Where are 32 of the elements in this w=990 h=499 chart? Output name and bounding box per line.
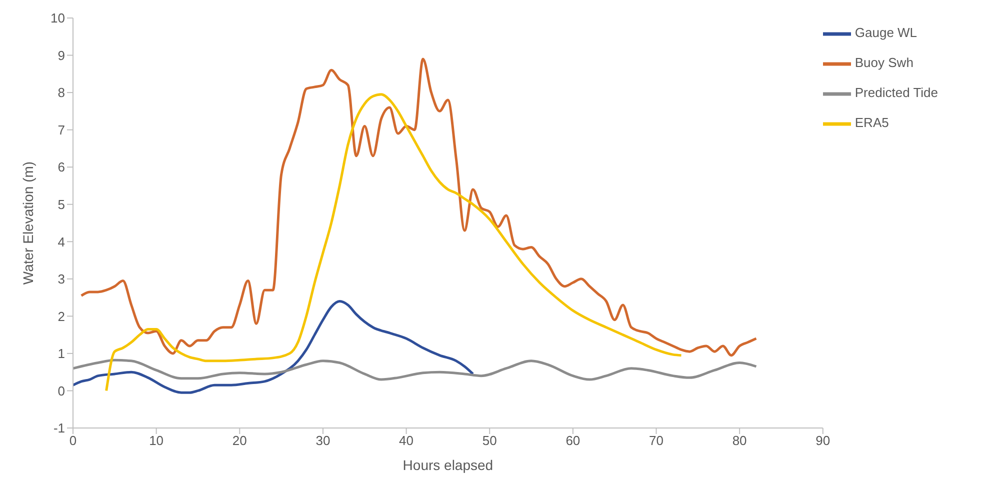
legend-label: Buoy Swh [854,55,914,70]
x-tick-label: 50 [482,433,497,448]
line-series [105,93,682,392]
legend-label: Predicted Tide [854,85,938,100]
y-tick-label: -1 [53,420,65,436]
y-tick-label: 9 [58,48,65,63]
x-tick-label: 70 [649,433,664,448]
y-tick-label: 4 [58,234,65,250]
line-series [73,358,758,381]
x-tick-label: 60 [566,433,580,448]
y-tick-label: 6 [58,160,65,175]
x-tick-label: 40 [399,433,414,448]
y-axis-title: Water Elevation (m) [20,161,36,285]
x-axis-title: Hours elapsed [402,457,494,473]
y-tick-label: 0 [58,383,65,398]
x-tick-label: 20 [232,433,247,448]
legend-label: ERA5 [854,115,889,130]
x-tick-label: 30 [316,433,330,448]
x-tick-label: 0 [69,433,77,448]
y-tick-label: 2 [58,308,65,324]
x-tick-label: 90 [816,433,830,448]
y-tick-label: 8 [58,85,65,100]
y-tick-label: 3 [58,272,65,287]
line-series [73,300,474,394]
y-tick-label: 5 [58,196,65,212]
legend-label: Gauge WL [854,25,918,40]
y-tick-label: 1 [58,346,65,362]
x-tick-label: 10 [149,433,164,448]
line-series [80,58,758,357]
y-tick-label: 10 [50,10,65,26]
y-tick-label: 7 [58,122,65,138]
x-tick-label: 80 [732,433,747,448]
